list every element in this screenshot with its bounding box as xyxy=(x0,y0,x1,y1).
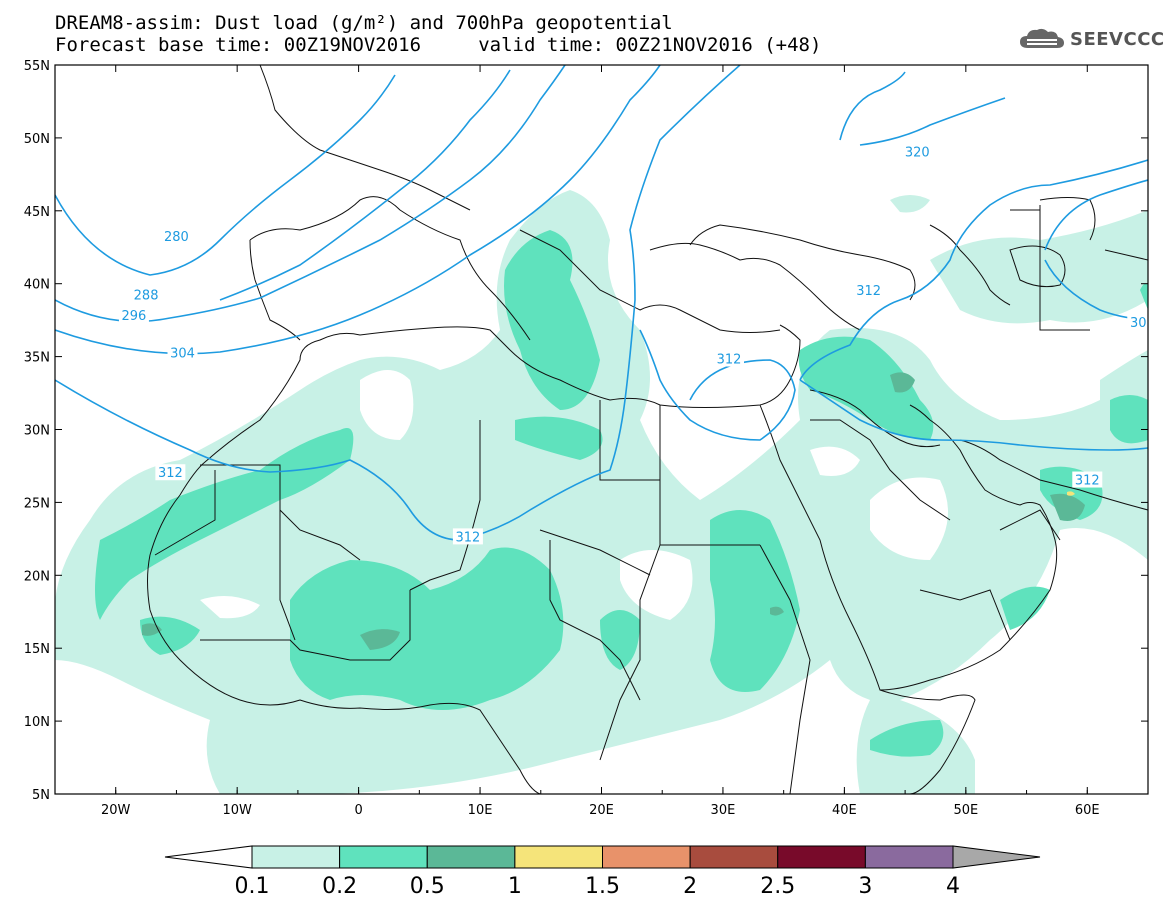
colorbar-label: 2.5 xyxy=(760,874,795,899)
colorbar-bin xyxy=(864,845,954,869)
contour-label: 312 xyxy=(1075,474,1100,489)
lat-label: 10N xyxy=(24,715,50,730)
lon-label: 40E xyxy=(832,803,857,818)
dust-band-dark xyxy=(142,372,1085,650)
lat-label: 5N xyxy=(32,788,50,803)
seevccc-logo: SEEVCCC xyxy=(1018,26,1165,52)
forecast-time-line: Forecast base time: 00Z19NOV2016 valid t… xyxy=(55,34,822,56)
contour-label: 312 xyxy=(856,284,881,299)
contour-label: 30 xyxy=(1130,316,1147,331)
contour-label: 304 xyxy=(170,347,195,362)
colorbar-under-arrow xyxy=(164,845,253,869)
contour-label-bg xyxy=(155,464,186,481)
colorbar: 0.1 0.2 0.5 1 1.5 2 2.5 3 4 xyxy=(164,845,1041,899)
colorbar-bin xyxy=(602,845,691,869)
lon-label: 20W xyxy=(101,803,131,818)
lon-label: 0 xyxy=(354,803,362,818)
contour-label: 296 xyxy=(122,309,147,324)
colorbar-over-arrow xyxy=(952,845,1041,869)
coastlines xyxy=(147,65,1148,794)
contour-label-bg xyxy=(118,306,149,323)
contour-label-bg xyxy=(167,344,198,361)
contour-label: 288 xyxy=(134,288,159,303)
lat-label: 40N xyxy=(24,278,50,293)
colorbar-bin xyxy=(689,845,779,869)
colorbar-label: 1.5 xyxy=(585,874,620,899)
lon-label: 10E xyxy=(468,803,493,818)
contour-label-bg xyxy=(902,143,933,160)
lat-label: 45N xyxy=(24,205,50,220)
lat-label: 25N xyxy=(24,496,50,511)
dust-band-medium xyxy=(95,230,1148,757)
contour-label: 320 xyxy=(905,145,930,160)
lon-label: 10W xyxy=(222,803,252,818)
colorbar-bin xyxy=(426,845,516,869)
colorbar-bin xyxy=(251,845,341,869)
contour-label: 312 xyxy=(455,530,480,545)
lat-label: 55N xyxy=(24,59,50,74)
contour-labels: 280 288 296 304 312 312 312 312 312 320 30 xyxy=(118,143,1150,545)
colorbar-label: 2 xyxy=(683,874,697,899)
colorbar-label: 3 xyxy=(858,874,872,899)
lon-label: 30E xyxy=(711,803,736,818)
lon-label: 20E xyxy=(589,803,614,818)
map-title: DREAM8-assim: Dust load (g/m²) and 700hP… xyxy=(55,12,673,34)
contour-label-bg xyxy=(714,350,745,367)
geopotential-contours xyxy=(55,65,1148,541)
colorbar-bin xyxy=(514,845,603,869)
colorbar-bin xyxy=(777,845,866,869)
lat-label: 30N xyxy=(24,424,50,439)
dust-load-shading xyxy=(55,190,1148,794)
lat-label: 15N xyxy=(24,642,50,657)
lat-label: 35N xyxy=(24,351,50,366)
logo-text: SEEVCCC xyxy=(1070,28,1165,50)
longitude-axis: 20W 10W 0 10E 20E 30E 40E 50E 60E xyxy=(54,65,1149,818)
contour-label-bg xyxy=(161,228,192,245)
contour-label-bg xyxy=(853,281,884,298)
dust-clear-areas xyxy=(200,370,948,620)
contour-label-bg xyxy=(1127,314,1150,331)
lon-label: 50E xyxy=(953,803,978,818)
contour-label-bg xyxy=(452,528,483,545)
lon-label: 60E xyxy=(1075,803,1100,818)
lat-label: 20N xyxy=(24,569,50,584)
colorbar-label: 0.2 xyxy=(322,874,357,899)
contour-label-bg xyxy=(1072,471,1103,488)
contour-label: 280 xyxy=(164,230,189,245)
contour-label-bg xyxy=(131,286,162,303)
latitude-axis: 55N 50N 45N 40N 35N 30N 25N 20N 15N 10N 5N xyxy=(24,59,1148,803)
colorbar-label: 0.5 xyxy=(410,874,445,899)
lat-label: 50N xyxy=(24,132,50,147)
contour-label: 312 xyxy=(158,466,183,481)
colorbar-bin xyxy=(339,845,428,869)
cloud-icon xyxy=(1020,28,1064,48)
colorbar-label: 0.1 xyxy=(235,874,270,899)
contour-label: 312 xyxy=(717,353,742,368)
dust-band-high xyxy=(1067,491,1075,496)
colorbar-label: 1 xyxy=(508,874,522,899)
colorbar-label: 4 xyxy=(946,874,960,899)
